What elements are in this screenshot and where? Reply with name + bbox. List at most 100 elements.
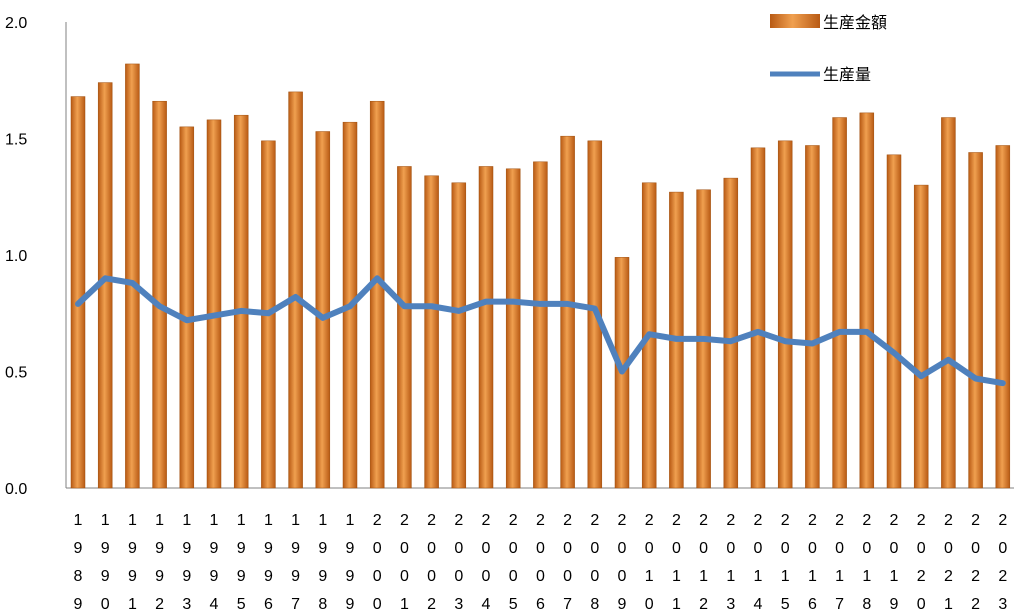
bar[interactable] <box>859 112 875 489</box>
line-point[interactable] <box>430 304 434 308</box>
y-tick-label: 0.5 <box>5 365 27 382</box>
y-tick-label: 1.0 <box>5 248 27 265</box>
line-point[interactable] <box>838 330 842 334</box>
legend-label-production-volume: 生産量 <box>823 66 871 84</box>
bar[interactable] <box>968 152 983 489</box>
bar[interactable] <box>777 140 793 489</box>
line-point[interactable] <box>756 330 760 334</box>
bar[interactable] <box>941 117 956 489</box>
line-point[interactable] <box>103 276 107 280</box>
line-point[interactable] <box>702 337 706 341</box>
bar[interactable] <box>805 145 820 489</box>
line-point[interactable] <box>375 276 379 280</box>
legend-swatch-bar <box>770 14 820 28</box>
line-point[interactable] <box>76 302 80 306</box>
bar[interactable] <box>832 117 847 489</box>
line-point[interactable] <box>974 376 978 380</box>
bar[interactable] <box>478 166 494 489</box>
y-tick-label: 1.5 <box>5 132 27 149</box>
line-point[interactable] <box>865 330 869 334</box>
line-point[interactable] <box>266 311 270 315</box>
line-point[interactable] <box>402 304 406 308</box>
bar[interactable] <box>152 100 167 489</box>
bar[interactable] <box>913 184 929 489</box>
legend: 生産金額 生産量 <box>770 14 887 84</box>
line-point[interactable] <box>892 351 896 355</box>
line-point[interactable] <box>511 300 515 304</box>
line-point[interactable] <box>294 295 298 299</box>
bar[interactable] <box>424 175 439 489</box>
line-point[interactable] <box>212 314 216 318</box>
y-tick-label: 0.0 <box>5 481 27 498</box>
line-point[interactable] <box>783 339 787 343</box>
line-point[interactable] <box>130 281 134 285</box>
line-point[interactable] <box>158 304 162 308</box>
line-point[interactable] <box>538 302 542 306</box>
line-point[interactable] <box>810 342 814 346</box>
bar[interactable] <box>533 161 548 489</box>
line-point[interactable] <box>729 339 733 343</box>
line-point[interactable] <box>946 358 950 362</box>
legend-item-production-value[interactable]: 生産金額 <box>770 14 887 32</box>
line-point[interactable] <box>919 374 923 378</box>
bar[interactable] <box>560 135 575 489</box>
line-point[interactable] <box>239 309 243 313</box>
bar[interactable] <box>886 154 902 489</box>
bar[interactable] <box>397 166 412 489</box>
bar[interactable] <box>750 147 766 489</box>
bar[interactable] <box>233 114 249 489</box>
bar[interactable] <box>288 91 303 489</box>
bar[interactable] <box>723 177 739 489</box>
line-point[interactable] <box>620 370 624 373</box>
bar[interactable] <box>70 96 86 489</box>
line-point[interactable] <box>593 307 597 311</box>
legend-item-production-volume[interactable]: 生産量 <box>770 66 871 84</box>
bar[interactable] <box>369 100 385 489</box>
legend-label-production-value: 生産金額 <box>823 14 887 32</box>
y-axis: 0.0 0.5 1.0 1.5 2.0 <box>5 15 67 498</box>
line-point[interactable] <box>348 304 352 308</box>
line-point[interactable] <box>185 318 189 322</box>
line-point[interactable] <box>674 337 678 341</box>
bar[interactable] <box>315 131 331 489</box>
line-point[interactable] <box>484 300 488 304</box>
bar[interactable] <box>179 126 195 489</box>
bar[interactable] <box>995 145 1011 489</box>
line-point[interactable] <box>1001 381 1005 385</box>
bar[interactable] <box>451 182 467 489</box>
line-point[interactable] <box>566 302 570 306</box>
bar[interactable] <box>206 119 222 489</box>
line-point[interactable] <box>647 332 651 336</box>
y-tick-label: 2.0 <box>5 15 27 32</box>
bar[interactable] <box>505 168 521 489</box>
bar[interactable] <box>125 63 140 489</box>
line-point[interactable] <box>457 309 461 313</box>
line-point[interactable] <box>321 316 325 320</box>
